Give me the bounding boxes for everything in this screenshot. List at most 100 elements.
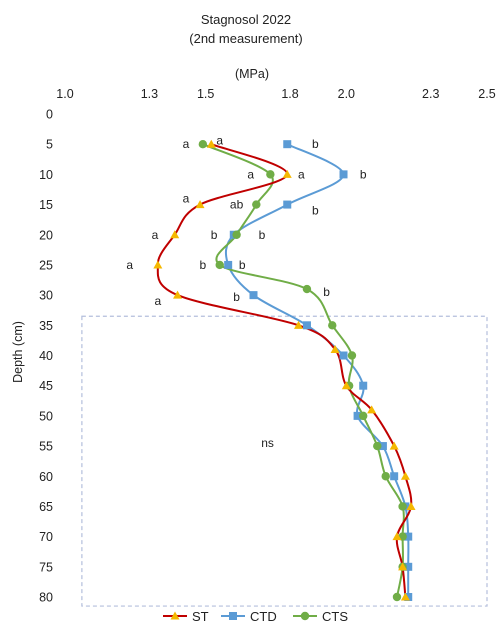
series-line-st: [156, 143, 413, 598]
data-point-st: [389, 441, 399, 450]
significance-label: a: [152, 228, 159, 242]
data-point-ctd: [283, 140, 292, 149]
y-tick-label: 10: [39, 168, 53, 182]
data-point-cts: [359, 411, 368, 421]
data-point-st: [400, 592, 410, 601]
x-axis-label: (MPa): [235, 67, 269, 81]
data-point-ctd: [283, 200, 292, 209]
data-point-cts: [302, 284, 312, 294]
data-point-cts: [328, 321, 337, 330]
ns-annotation: ns: [261, 436, 274, 450]
ns-region-box: [81, 315, 488, 607]
data-point-cts: [373, 441, 382, 451]
data-point-ctd: [302, 321, 311, 330]
x-tick-label: 1.3: [141, 87, 158, 101]
y-tick-label: 25: [39, 258, 53, 272]
data-point-ctd: [224, 260, 233, 269]
y-tick-label: 40: [39, 349, 53, 363]
legend-label: CTS: [322, 609, 348, 624]
legend: ST CTD CTS: [163, 609, 348, 624]
data-point-st: [367, 405, 377, 414]
x-tick-label: 2.0: [338, 87, 355, 101]
data-point-st: [170, 230, 180, 239]
data-point-ctd: [249, 291, 258, 300]
x-tick-label: 2.5: [478, 87, 495, 101]
data-point-ctd: [359, 381, 368, 390]
significance-label: b: [233, 290, 240, 304]
x-tick-label: 2.3: [422, 87, 439, 101]
data-point-st: [282, 169, 292, 178]
y-tick-label: 30: [39, 289, 53, 303]
significance-label: a: [126, 258, 133, 272]
data-point-cts: [347, 351, 357, 360]
significance-label: b: [323, 285, 330, 299]
significance-label: a: [154, 294, 161, 308]
y-tick-label: 20: [39, 228, 53, 242]
data-point-st: [398, 562, 408, 571]
axes-layer: 1.0 1.3 1.5 1.8 2.0 2.3 2.5 0 5 10 15 20 25 30 35 40 45 5…: [39, 87, 496, 605]
data-point-cts: [381, 472, 390, 481]
y-tick-label: 70: [39, 530, 53, 544]
significance-label: a: [247, 167, 254, 181]
data-point-st: [153, 260, 163, 269]
series-layer: [153, 139, 416, 602]
significance-label: b: [312, 204, 319, 218]
chart-subtitle: (2nd measurement): [189, 31, 302, 46]
significance-label: a: [216, 134, 223, 148]
series-line-cts: [202, 143, 405, 598]
significance-label: b: [312, 137, 319, 151]
legend-item-st: ST: [163, 609, 209, 624]
data-point-ctd: [404, 593, 413, 601]
y-tick-label: 75: [39, 560, 53, 574]
y-axis-label: Depth (cm): [11, 321, 25, 383]
data-point-st: [406, 501, 416, 510]
labels-layer: a a ba a ba ab ba b ba b ba b bns: [126, 134, 367, 450]
legend-label: CTD: [250, 609, 277, 624]
y-tick-label: 15: [39, 198, 53, 212]
legend-marker: [300, 611, 310, 621]
data-point-st: [195, 200, 205, 209]
data-point-cts: [266, 170, 275, 179]
legend-item-cts: CTS: [293, 609, 348, 624]
data-point-ctd: [404, 532, 413, 541]
significance-label: ab: [230, 198, 244, 212]
y-tick-label: 50: [39, 409, 53, 423]
dashed-box-layer: [81, 315, 488, 607]
x-tick-label: 1.0: [56, 87, 73, 101]
data-point-cts: [252, 200, 261, 209]
data-point-st: [400, 471, 410, 480]
legend-marker: [170, 611, 180, 620]
data-point-st: [341, 381, 351, 390]
x-tick-label: 1.5: [197, 87, 214, 101]
y-tick-label: 80: [39, 591, 53, 605]
data-point-ctd: [378, 442, 387, 451]
legend-item-ctd: CTD: [221, 609, 277, 624]
significance-label: b: [360, 167, 367, 181]
y-tick-label: 60: [39, 470, 53, 484]
significance-label: a: [183, 137, 190, 151]
y-tick-label: 65: [39, 500, 53, 514]
y-tick-label: 5: [46, 138, 53, 152]
data-point-ctd: [353, 411, 362, 420]
significance-label: a: [183, 192, 190, 206]
significance-label: b: [259, 228, 266, 242]
legend-marker: [229, 612, 237, 620]
legend-label: ST: [192, 609, 209, 624]
data-point-ctd: [339, 170, 348, 179]
significance-label: b: [211, 228, 218, 242]
data-point-ctd: [339, 351, 348, 360]
y-tick-label: 35: [39, 319, 53, 333]
data-point-cts: [392, 592, 402, 602]
data-point-ctd: [404, 562, 413, 571]
y-tick-label: 0: [46, 108, 53, 122]
series-line-ctd: [224, 143, 410, 597]
y-tick-label: 55: [39, 440, 53, 454]
chart-title: Stagnosol 2022: [201, 12, 291, 27]
data-point-st: [330, 344, 340, 353]
significance-label: b: [239, 258, 246, 272]
data-point-cts: [232, 230, 241, 239]
data-point-st: [173, 290, 183, 299]
x-tick-label: 1.8: [281, 87, 298, 101]
significance-label: b: [200, 258, 207, 272]
